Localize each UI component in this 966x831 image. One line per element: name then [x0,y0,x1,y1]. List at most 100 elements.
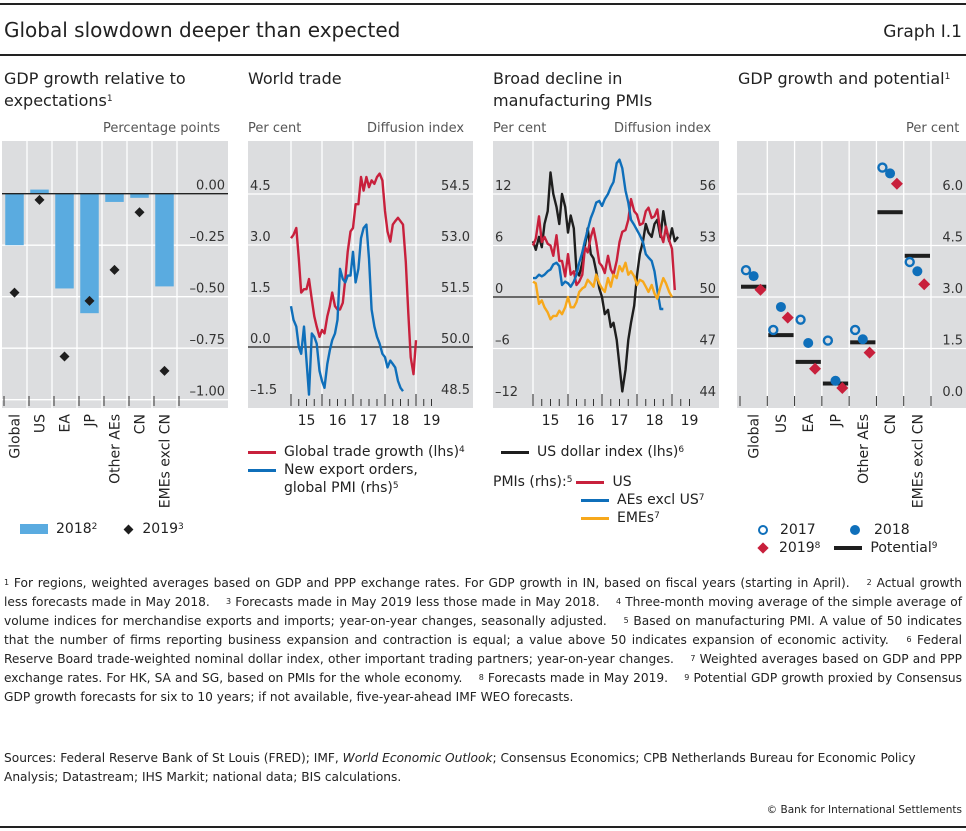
potential-bar-global [741,284,767,289]
left-tick-label: 12 [495,179,512,194]
y-tick-label: 1.5 [942,334,963,349]
panel-background [493,141,719,408]
footnote-6: 6 Federal Reserve Board trade-weighted n… [4,633,962,666]
legend-2018-swatch [20,524,48,534]
x-tick-label: 15 [542,413,560,429]
panel-background [737,141,966,408]
right-tick-label: 53 [699,231,716,246]
panel1-legend: 2018 2 2019 3 [20,520,184,538]
marker-2019-us [781,311,794,324]
marker-2018-cn [885,168,896,179]
panel1-title: GDP growth relative to expectations1 [4,69,186,110]
title-rule [0,54,966,56]
panel4-title: GDP growth and potential1 [738,69,951,88]
potential-bar-emes-excl-cn [904,253,930,258]
right-tick-label: 44 [699,385,716,400]
x-tick-label: 15 [298,413,316,429]
footnote-4: 4 Three-month moving average of the simp… [4,595,962,628]
footnotes: 1 For regions, weighted averages based o… [4,574,962,707]
left-tick-label: –12 [495,385,518,400]
legend-red-line [576,480,605,484]
marker-2018-us [775,301,786,312]
filled-circle-icon [850,525,860,535]
diamond-2019-global [9,287,20,298]
bar-2018-emes-excl-cn [155,193,174,287]
left-tick-label: –1.5 [250,383,277,398]
legend-red-line [248,450,276,454]
x-tick-label: 19 [681,413,699,429]
marker-2017-us [768,324,779,336]
legend-yellow-line [581,516,609,520]
series-line-us [531,197,676,291]
left-tick-label: 0.0 [250,332,271,347]
panel2-unit-left: Per cent [248,121,302,136]
legend-blue-line [581,498,609,502]
series-line-emes [532,261,674,321]
left-tick-label: 6 [495,231,503,246]
marker-2019-global [754,283,767,296]
category-label: EMEs excl CN [910,414,926,508]
chart-world-trade: 4.5 54.5 3.0 53.0 1.5 51.5 0.0 50.0 –1.5 48.5 15 16… [248,141,473,429]
sources: Sources: Federal Reserve Bank of St Loui… [4,751,916,784]
panel-background [2,141,228,408]
bar-2018-us [30,189,49,194]
panel4-legend: 2017 2018 2019 8 Potential 9 [757,521,937,557]
diamond-2019-other-aes [109,264,120,275]
chart-gdp-potential: 6.0 4.5 3.0 1.5 0.0 Global US EA JP Other AEs CN EM… [737,141,966,508]
legend-black-line [501,450,529,454]
copyright: © Bank for International Settlements [766,804,962,816]
left-tick-label: 4.5 [250,179,271,194]
marker-2017-emes-excl-cn [904,256,915,268]
bottom-rule [0,826,966,828]
series-line-us-dollar-index-lhs- [531,171,679,393]
marker-2019-ea [809,362,822,375]
category-label: EMEs excl CN [158,414,174,508]
diamond-2019-jp [84,295,95,306]
potential-bar-ea [795,359,821,364]
category-label: EA [58,414,74,433]
potential-bar-icon [834,546,863,550]
series-line-global-trade-growth-lhs- [290,172,418,376]
category-label: Other AEs [108,414,124,484]
right-tick-label: 50 [699,282,716,297]
marker-2018-other-aes [857,334,868,345]
graph-title: Global slowdown deeper than expected [4,18,401,42]
marker-2017-ea [795,314,806,325]
chart-manufacturing-pmis: 12 56 6 53 0 50 –6 47 –12 44 15 16 17 18 19 [493,141,719,429]
marker-2017-other-aes [849,324,861,336]
y-tick-label: 6.0 [942,179,963,194]
marker-2017-cn [877,162,888,173]
category-label: CN [883,414,899,434]
right-tick-label: 54.5 [441,179,470,194]
marker-2018-global [748,271,759,282]
diamond-2019-cn [134,207,145,218]
graph-number: Graph I.1 [883,22,962,42]
series-line-aes-excl-us [533,158,664,311]
footnote-9: 9 Potential GDP growth proxied by Consen… [4,671,963,704]
panel3-unit-right: Diffusion index [614,121,712,136]
x-tick-label: 17 [360,413,378,429]
y-tick-label: 3.0 [942,282,963,297]
panel4-unit-right: Per cent [906,121,960,136]
bar-2018-global [5,193,24,246]
y-tick-label: 0.0 [942,385,963,400]
potential-bar-cn [877,210,903,215]
diamond-icon [123,524,134,534]
bar-2018-ea [55,193,74,289]
chart-gdp-vs-expectations: 0.00 –0.25 –0.50 –0.75 –1.00 Global US EA JP Othe… [2,141,228,508]
open-circle-icon [758,525,768,535]
panel3-unit-left: Per cent [493,121,547,136]
left-tick-label: 0 [495,282,503,297]
y-tick-label: –0.25 [190,230,225,245]
category-label: JP [829,414,845,428]
legend-blue-line [248,468,276,472]
marker-2017-global [740,265,752,276]
y-tick-label: –0.75 [190,333,225,348]
panel3-title: Broad decline in manufacturing PMIs [493,69,653,110]
x-tick-label: 17 [611,413,629,429]
marker-2019-cn [890,177,903,190]
left-tick-label: 1.5 [250,281,271,296]
right-tick-label: 47 [699,334,716,349]
category-label: CN [133,414,149,434]
